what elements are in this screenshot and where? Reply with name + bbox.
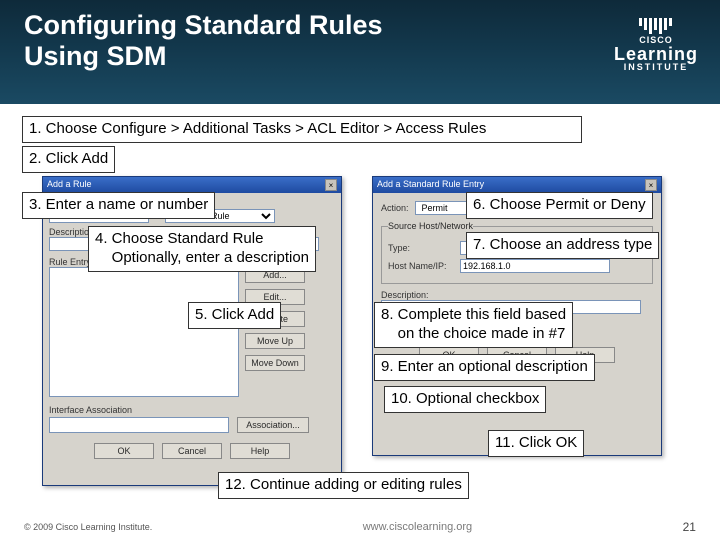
host-label: Host Name/IP: <box>388 261 452 271</box>
step-1: 1. Choose Configure > Additional Tasks >… <box>22 116 582 143</box>
assoc-label: Interface Association <box>49 405 132 415</box>
step-4: 4. Choose Standard Rule Optionally, ente… <box>88 226 316 272</box>
slide-content: Add a Rule × Name/Number: Type: Standard… <box>0 104 720 514</box>
ok-button[interactable]: OK <box>94 443 154 459</box>
dialog-titlebar: Add a Standard Rule Entry × <box>373 177 661 193</box>
step-4-line1: 4. Choose Standard Rule <box>95 230 263 247</box>
step-8: 8. Complete this field based on the choi… <box>374 302 573 348</box>
copyright: © 2009 Cisco Learning Institute. <box>24 522 152 532</box>
logo-line1: Learning <box>614 45 698 63</box>
step-9: 9. Enter an optional description <box>374 354 595 381</box>
host-input[interactable] <box>460 259 610 273</box>
slide-title: Configuring Standard Rules Using SDM <box>24 10 696 72</box>
step-10: 10. Optional checkbox <box>384 386 546 413</box>
cisco-bars-icon <box>614 18 698 34</box>
rule-entry-list[interactable] <box>49 267 239 397</box>
step-2: 2. Click Add <box>22 146 115 173</box>
step-3: 3. Enter a name or number <box>22 192 215 219</box>
step-7: 7. Choose an address type <box>466 232 659 259</box>
add-rule-dialog: Add a Rule × Name/Number: Type: Standard… <box>42 176 342 486</box>
movedown-button[interactable]: Move Down <box>245 355 305 371</box>
slide-title-line2: Using SDM <box>24 41 167 71</box>
close-icon[interactable]: × <box>325 179 337 191</box>
step-11: 11. Click OK <box>488 430 584 457</box>
moveup-button[interactable]: Move Up <box>245 333 305 349</box>
slide-footer: © 2009 Cisco Learning Institute. www.cis… <box>0 514 720 540</box>
association-button[interactable]: Association... <box>237 417 309 433</box>
addr-type-label: Type: <box>388 243 452 253</box>
cancel-button[interactable]: Cancel <box>162 443 222 459</box>
close-icon[interactable]: × <box>645 179 657 191</box>
dialog-title: Add a Rule <box>47 179 92 191</box>
help-button[interactable]: Help <box>230 443 290 459</box>
cisco-learning-logo: CISCO Learning INSTITUTE <box>614 18 698 72</box>
step-12: 12. Continue adding or editing rules <box>218 472 469 499</box>
source-legend: Source Host/Network <box>388 221 473 231</box>
step-6: 6. Choose Permit or Deny <box>466 192 653 219</box>
entry-desc-label: Description: <box>381 290 429 300</box>
rule-entry-label: Rule Entry <box>49 257 91 267</box>
action-label: Action: <box>381 203 409 213</box>
footer-url: www.ciscolearning.org <box>363 521 472 533</box>
dialog-title: Add a Standard Rule Entry <box>377 179 484 191</box>
step-5: 5. Click Add <box>188 302 281 329</box>
assoc-display <box>49 417 229 433</box>
slide-title-line1: Configuring Standard Rules <box>24 10 383 40</box>
step-8-line2: on the choice made in #7 <box>381 325 565 342</box>
dialog-titlebar: Add a Rule × <box>43 177 341 193</box>
slide-banner: Configuring Standard Rules Using SDM CIS… <box>0 0 720 104</box>
logo-line2: INSTITUTE <box>614 63 698 72</box>
page-number: 21 <box>683 520 696 534</box>
step-4-line2: Optionally, enter a description <box>95 249 309 266</box>
step-8-line1: 8. Complete this field based <box>381 306 566 323</box>
